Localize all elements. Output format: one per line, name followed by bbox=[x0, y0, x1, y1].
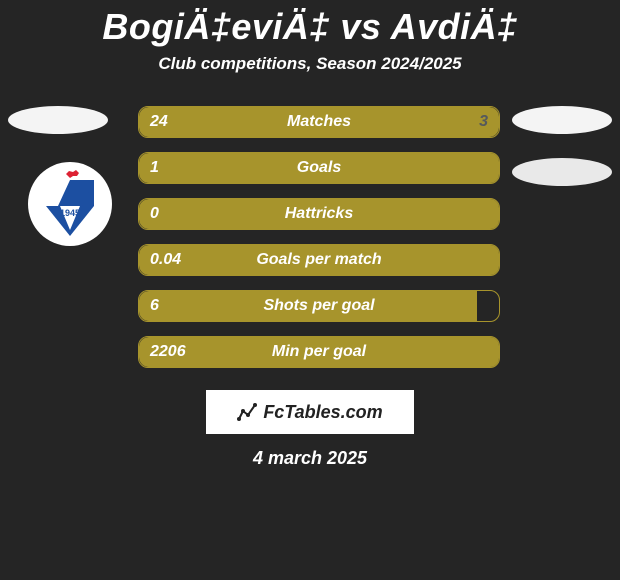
svg-text:1945: 1945 bbox=[60, 208, 80, 218]
stat-row: 24Matches3 bbox=[138, 106, 500, 138]
stat-metric-label: Hattricks bbox=[138, 198, 500, 230]
stat-metric-label: Goals bbox=[138, 152, 500, 184]
comparison-bars: 24Matches3 1Goals 0Hattricks 0.04Goals per … bbox=[138, 106, 500, 368]
stat-row: 6Shots per goal bbox=[138, 290, 500, 322]
stat-metric-label: Goals per match bbox=[138, 244, 500, 276]
club-badge: 1945 bbox=[28, 162, 112, 246]
page-title: BogiÄ‡eviÄ‡ vs AvdiÄ‡ bbox=[0, 0, 620, 48]
stat-metric-label: Matches bbox=[138, 106, 500, 138]
date-label: 4 march 2025 bbox=[0, 448, 620, 469]
stat-value-right: 3 bbox=[479, 106, 488, 138]
content-area: 1945 24Matches3 1Goals 0Hattricks 0.04Goals… bbox=[0, 106, 620, 368]
brand-icon bbox=[237, 401, 259, 423]
stat-row: 1Goals bbox=[138, 152, 500, 184]
comparison-card: { "header": { "title": "BogiÄ‡eviÄ‡ vs A… bbox=[0, 0, 620, 580]
stat-metric-label: Shots per goal bbox=[138, 290, 500, 322]
page-subtitle: Club competitions, Season 2024/2025 bbox=[0, 54, 620, 74]
brand-box[interactable]: FcTables.com bbox=[206, 390, 414, 434]
player-right-ellipse-2 bbox=[512, 158, 612, 186]
player-right-ellipse-1 bbox=[512, 106, 612, 134]
stat-row: 0.04Goals per match bbox=[138, 244, 500, 276]
stat-row: 2206Min per goal bbox=[138, 336, 500, 368]
club-badge-icon: 1945 bbox=[42, 170, 98, 238]
player-left-ellipse bbox=[8, 106, 108, 134]
brand-label: FcTables.com bbox=[263, 402, 382, 423]
stat-row: 0Hattricks bbox=[138, 198, 500, 230]
stat-metric-label: Min per goal bbox=[138, 336, 500, 368]
